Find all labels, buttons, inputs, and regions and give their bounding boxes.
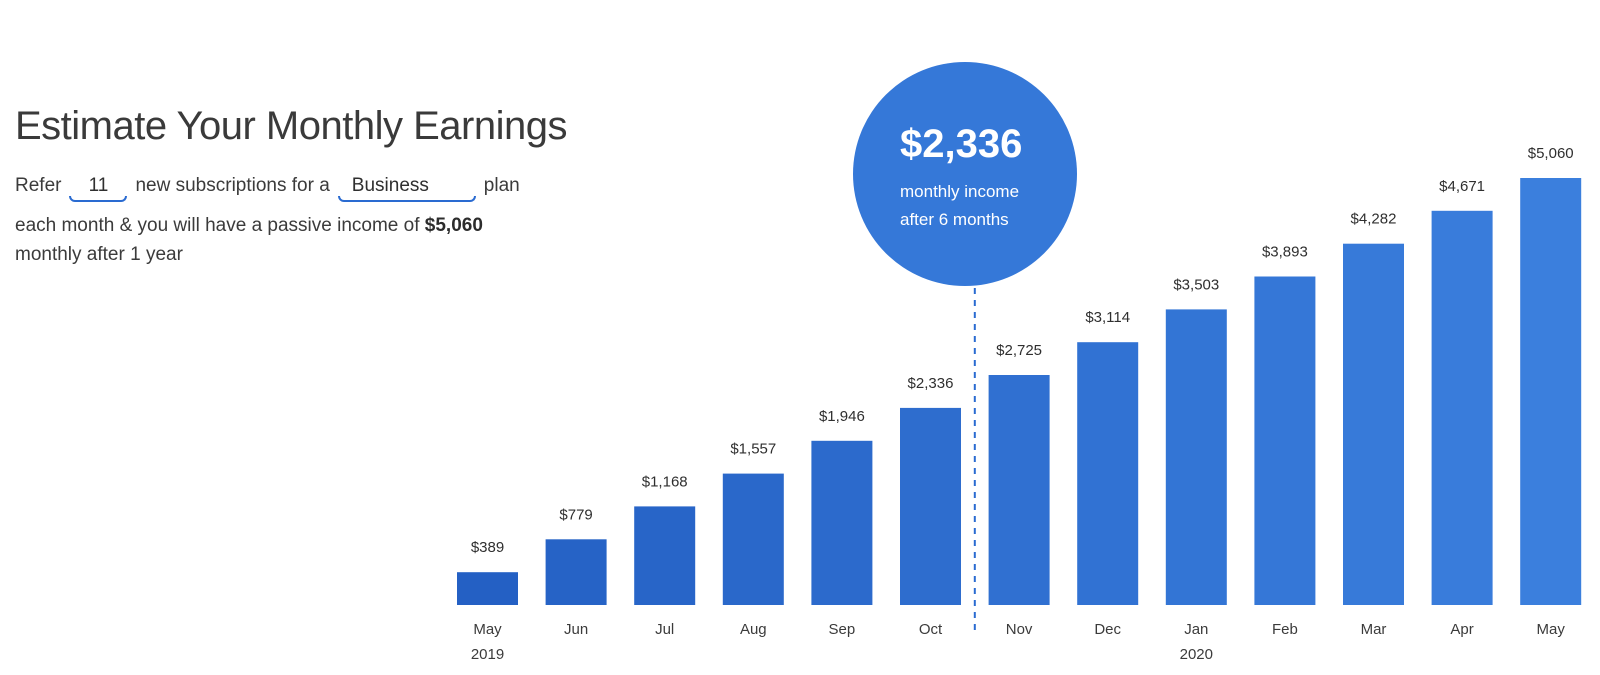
bar-value-label-10: $4,282 (1351, 211, 1397, 228)
bar-value-label-5: $2,336 (908, 375, 954, 392)
bubble-caption: monthly income after 6 months (900, 178, 1070, 234)
category-label-8: Jan (1184, 621, 1208, 638)
bar-2 (634, 506, 696, 605)
subscriptions-count-input[interactable]: 11 (69, 168, 128, 204)
bar-value-label-2: $1,168 (642, 473, 688, 490)
category-label-3: Aug (740, 621, 767, 638)
bar-9 (1254, 276, 1316, 605)
bubble-caption-line-2: after 6 months (900, 210, 1009, 229)
bar-value-label-1: $779 (559, 506, 592, 523)
bar-0 (457, 572, 518, 605)
bar-value-label-4: $1,946 (819, 408, 865, 425)
highlight-bubble: $2,336 monthly income after 6 months (853, 62, 1077, 286)
category-label-7: Dec (1094, 621, 1121, 638)
earnings-sentence: Refer 11 new subscriptions for a Business pl… (15, 168, 575, 270)
bar-1 (545, 539, 607, 605)
bar-3 (722, 473, 784, 605)
bar-6 (988, 375, 1050, 605)
sentence-line-1: Refer 11 new subscriptions for a Business pl… (15, 168, 575, 204)
bubble-value: $2,336 (900, 122, 1023, 166)
sentence-text-refer: Refer (15, 175, 62, 196)
bar-value-label-3: $1,557 (730, 441, 776, 458)
category-label-10: Mar (1361, 621, 1387, 638)
bar-value-label-8: $3,503 (1173, 276, 1219, 293)
category-label-2: Jul (655, 621, 674, 638)
bar-7 (1077, 342, 1139, 605)
bar-value-label-7: $3,114 (1085, 309, 1130, 326)
page-title: Estimate Your Monthly Earnings (15, 104, 567, 148)
bar-10 (1343, 243, 1404, 605)
bar-11 (1431, 210, 1493, 606)
sentence-text-passive-income: each month & you will have a passive inc… (15, 215, 420, 236)
category-label-12: May (1537, 621, 1566, 638)
bar-value-label-9: $3,893 (1262, 244, 1308, 261)
bar-4 (811, 440, 873, 605)
sentence-line-3: monthly after 1 year (15, 240, 575, 270)
plan-select[interactable]: Business (337, 168, 476, 204)
bar-8 (1165, 309, 1227, 605)
category-label-11: Apr (1450, 621, 1473, 638)
bar-value-label-0: $389 (471, 539, 504, 556)
category-label-4: Sep (829, 621, 856, 638)
bar-12 (1520, 178, 1582, 605)
sentence-line-2: each month & you will have a passive inc… (15, 204, 575, 240)
bar-value-label-11: $4,671 (1439, 178, 1485, 195)
category-label-0: May (473, 621, 502, 638)
sentence-text-after-year: monthly after 1 year (15, 244, 183, 265)
category-label-1: Jun (564, 621, 588, 638)
bar-value-label-6: $2,725 (996, 342, 1042, 359)
sentence-text-new-subscriptions: new subscriptions for a (135, 175, 330, 196)
year-label-8: 2020 (1180, 646, 1213, 663)
category-label-9: Feb (1272, 621, 1298, 638)
bubble-caption-line-1: monthly income (900, 182, 1020, 201)
category-label-5: Oct (919, 621, 943, 638)
category-label-6: Nov (1006, 621, 1033, 638)
bar-value-label-12: $5,060 (1528, 145, 1574, 162)
yearly-income-amount: $5,060 (424, 215, 483, 236)
bar-5 (900, 407, 961, 605)
year-label-0: 2019 (471, 646, 504, 663)
sentence-text-plan: plan (483, 175, 520, 196)
